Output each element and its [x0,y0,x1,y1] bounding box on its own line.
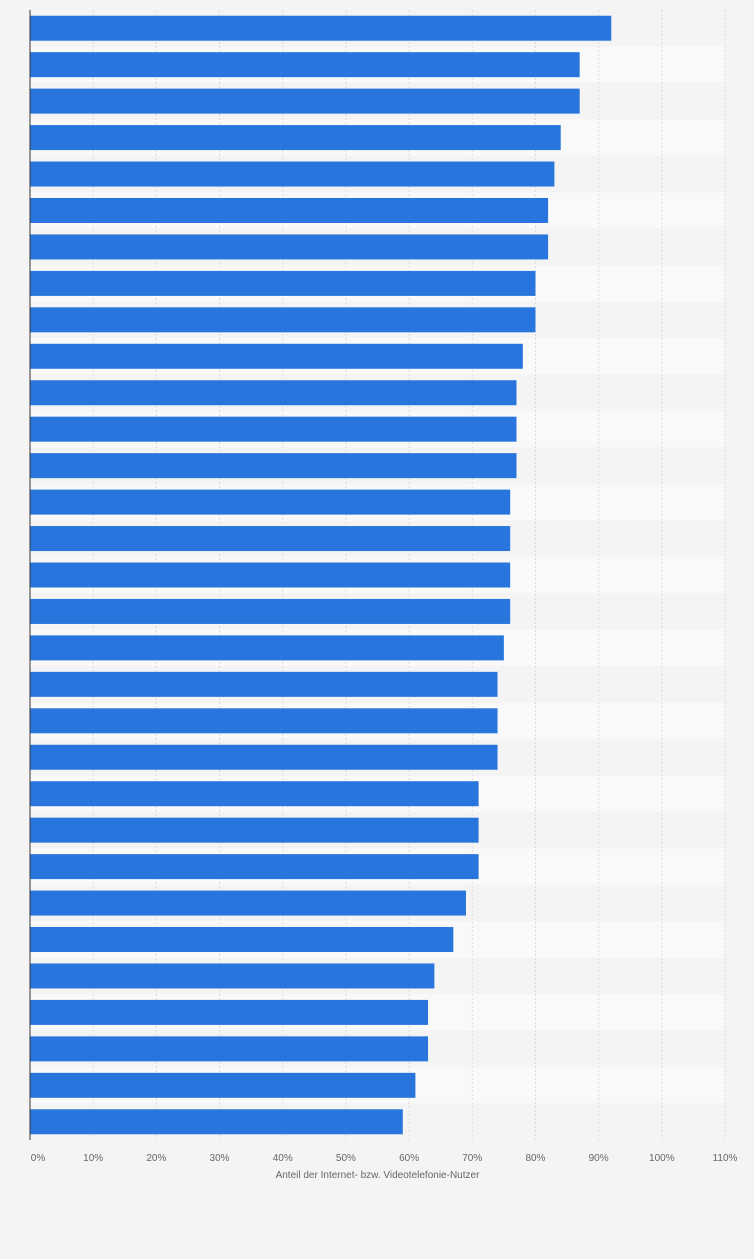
x-tick-label: 40% [273,1153,293,1164]
bar[interactable] [30,781,479,807]
bar[interactable] [30,744,498,770]
bar[interactable] [30,708,498,734]
bar[interactable] [30,817,479,843]
bar[interactable] [30,671,498,697]
bar[interactable] [30,1109,403,1135]
bar[interactable] [30,380,517,406]
bar[interactable] [30,854,479,880]
bar[interactable] [30,927,454,953]
bar[interactable] [30,963,435,989]
bar[interactable] [30,197,549,223]
bar[interactable] [30,307,536,333]
bar[interactable] [30,562,511,588]
bar[interactable] [30,52,580,78]
x-tick-label: 20% [146,1153,166,1164]
bar[interactable] [30,1036,429,1062]
x-axis-title: Anteil der Internet- bzw. Videotelefonie… [276,1170,480,1181]
bar[interactable] [30,453,517,479]
x-tick-label: 10% [83,1153,103,1164]
x-tick-label: 100% [649,1153,675,1164]
x-tick-label: 70% [462,1153,482,1164]
x-tick-label: 110% [713,1153,738,1164]
bar[interactable] [30,890,466,916]
x-tick-label: 90% [589,1153,609,1164]
x-tick-label: 50% [336,1153,356,1164]
bar[interactable] [30,416,517,442]
bar[interactable] [30,88,580,114]
x-axis-ticks: 0% 10% 20% 30% 40% 50% 60% 70% 80% 90% 100% 110% [31,1153,738,1164]
bar[interactable] [30,598,511,624]
bar[interactable] [30,999,429,1025]
bar[interactable] [30,1072,416,1098]
bar[interactable] [30,15,612,41]
bar[interactable] [30,635,504,661]
bars [30,15,612,1135]
bar[interactable] [30,125,561,151]
bar[interactable] [30,234,549,260]
bar[interactable] [30,161,555,187]
bar[interactable] [30,270,536,296]
x-tick-label: 60% [399,1153,419,1164]
bar[interactable] [30,489,511,515]
bar[interactable] [30,343,523,369]
bar[interactable] [30,526,511,552]
x-tick-label: 30% [210,1153,230,1164]
x-tick-label: 0% [31,1153,46,1164]
x-tick-label: 80% [525,1153,545,1164]
